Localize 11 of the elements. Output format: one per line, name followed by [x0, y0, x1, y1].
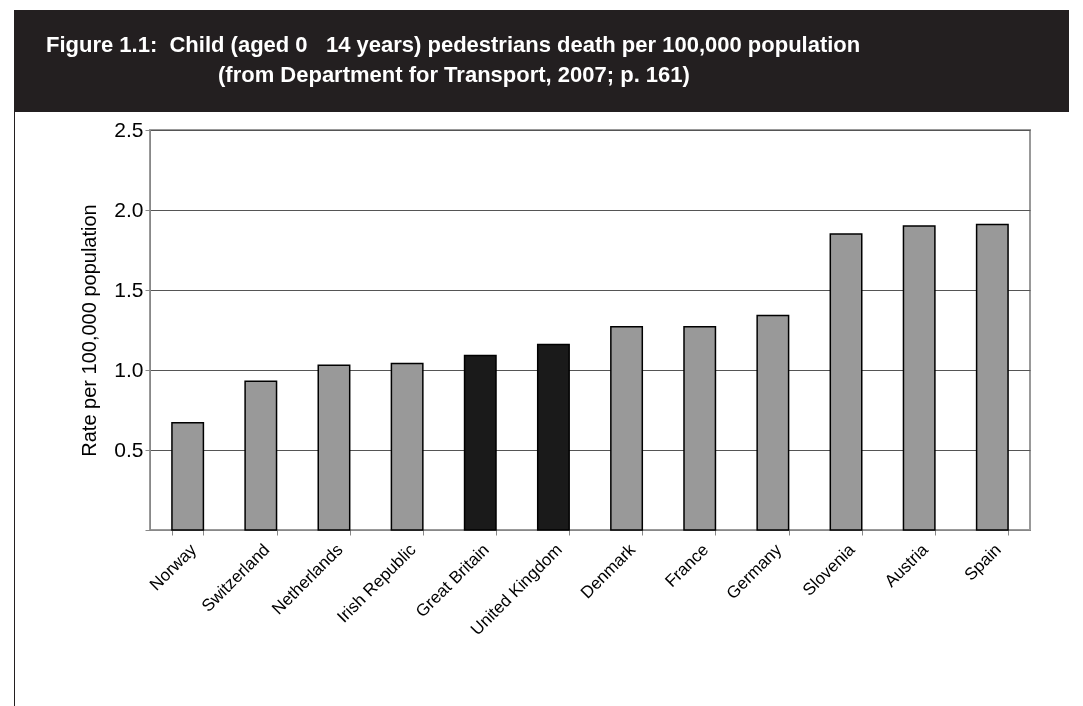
y-tick-label: 1.0: [114, 357, 144, 381]
bar: [463, 354, 497, 531]
bar: [536, 343, 570, 531]
y-tick-label: 2.5: [114, 117, 144, 141]
chart-title: Figure 1.1: Child (aged 0 14 years) pedestrians death per 100,000 population: [46, 31, 862, 59]
y-tick-label: 1.5: [114, 277, 144, 301]
header-banner: Figure 1.1: Child (aged 0 14 years) pedestrians death per 100,000 population (from Department for Transport, 2007; p. 161): [14, 10, 1069, 112]
chart-subtitle: (from Department for Transport, 2007; p. 161): [217, 61, 691, 89]
y-tick-label: 0.5: [114, 437, 144, 461]
y-axis-title: Rate per 100,000 population: [78, 204, 101, 457]
y-tick-label: 2.0: [114, 197, 144, 221]
